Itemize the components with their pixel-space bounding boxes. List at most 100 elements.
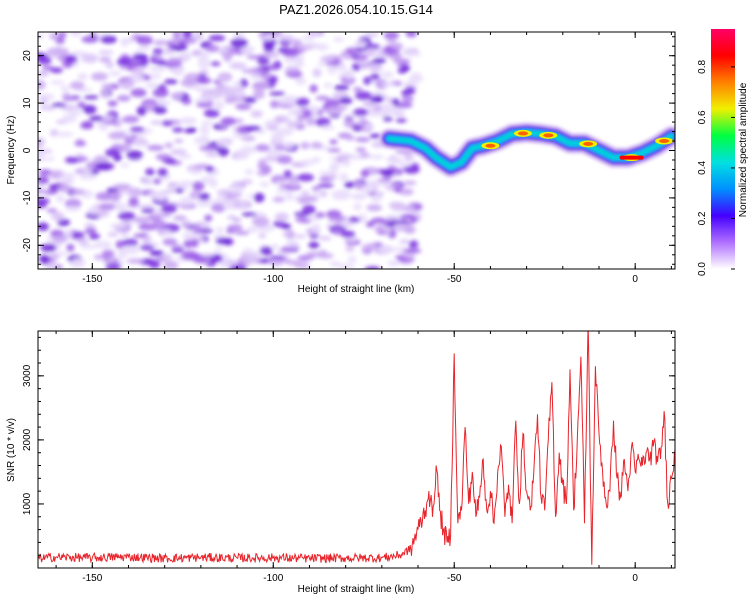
noise-blob <box>90 72 109 81</box>
noise-blob <box>259 246 273 256</box>
noise-blob <box>126 190 137 197</box>
noise-blob <box>150 120 163 125</box>
spectrogram-y-tick-label: 20 <box>22 50 33 62</box>
noise-blob <box>46 52 63 57</box>
snr-x-tick-label: -100 <box>263 573 283 584</box>
noise-blob <box>209 61 221 66</box>
noise-blob <box>71 257 86 268</box>
noise-blob <box>309 84 318 93</box>
noise-blob <box>232 217 242 223</box>
colorbar-axis: 0.0 0.2 0.4 0.6 0.8 <box>697 60 735 276</box>
noise-blob-layer <box>38 32 424 269</box>
noise-blob <box>385 222 396 228</box>
noise-blob <box>408 240 419 249</box>
noise-blob <box>308 241 320 249</box>
noise-blob <box>47 261 58 269</box>
noise-blob <box>329 261 341 267</box>
noise-blob <box>179 196 194 206</box>
noise-blob <box>285 259 300 266</box>
noise-blob <box>246 226 259 233</box>
noise-blob <box>95 210 108 217</box>
noise-blob <box>81 35 99 44</box>
noise-blob <box>361 243 377 250</box>
noise-blob <box>148 73 162 80</box>
noise-blob <box>204 214 213 222</box>
noise-blob <box>229 264 247 269</box>
spectrogram-x-tick-label: -150 <box>82 274 102 285</box>
snr-x-tick-label: -50 <box>447 573 462 584</box>
noise-blob <box>306 251 321 258</box>
noise-blob <box>287 108 304 117</box>
noise-blob <box>194 97 211 103</box>
noise-blob <box>333 216 348 221</box>
colorbar-tick-label: 0.8 <box>697 60 708 74</box>
noise-blob <box>315 212 326 218</box>
noise-blob <box>215 227 225 233</box>
noise-blob <box>234 230 250 236</box>
noise-blob <box>155 257 166 262</box>
noise-blob <box>239 45 255 54</box>
spectrogram-y-tick-label: 0 <box>22 147 33 153</box>
noise-blob <box>327 147 342 153</box>
noise-blob <box>57 32 67 38</box>
noise-blob <box>397 204 415 211</box>
noise-blob <box>271 32 283 38</box>
noise-blob <box>392 42 404 51</box>
snr-x-label: Height of straight line (km) <box>298 584 415 595</box>
noise-blob <box>348 216 361 223</box>
noise-blob <box>107 100 118 107</box>
noise-blob <box>294 58 305 68</box>
noise-blob <box>180 78 197 87</box>
noise-blob <box>230 38 248 48</box>
noise-blob <box>182 32 193 39</box>
noise-blob <box>367 154 385 160</box>
noise-blob <box>362 101 376 106</box>
noise-blob <box>312 156 321 163</box>
noise-blob <box>332 195 350 200</box>
noise-blob <box>264 33 274 41</box>
noise-blob <box>70 188 86 196</box>
noise-blob <box>382 116 393 122</box>
noise-blob <box>272 220 286 228</box>
noise-blob <box>274 212 289 222</box>
noise-blob <box>341 159 351 167</box>
noise-blob <box>120 162 130 168</box>
noise-blob <box>95 192 113 201</box>
noise-blob <box>116 94 131 102</box>
noise-blob <box>164 79 178 85</box>
noise-blob <box>196 76 212 85</box>
noise-blob <box>397 101 414 109</box>
noise-blob <box>216 189 231 196</box>
noise-blob <box>152 219 167 229</box>
noise-blob <box>392 52 403 62</box>
noise-blob <box>83 95 99 100</box>
noise-blob <box>172 32 182 39</box>
noise-blob <box>376 230 388 235</box>
noise-blob <box>149 66 167 73</box>
noise-blob <box>108 70 122 77</box>
noise-blob <box>192 181 205 192</box>
noise-blob <box>130 74 145 84</box>
noise-blob <box>157 168 168 177</box>
noise-blob <box>351 192 367 199</box>
noise-blob <box>403 165 420 174</box>
noise-blob <box>242 254 258 265</box>
noise-blob <box>222 52 233 62</box>
noise-blob <box>182 231 196 240</box>
noise-blob <box>360 169 370 178</box>
noise-blob <box>201 120 214 126</box>
noise-blob <box>318 170 335 176</box>
snr-x-tick-label: 0 <box>632 573 638 584</box>
noise-blob <box>62 113 77 124</box>
noise-blob <box>105 262 122 269</box>
spectrogram-y-tick-label: -20 <box>22 238 33 253</box>
noise-blob <box>180 222 193 228</box>
noise-blob <box>38 55 52 65</box>
noise-blob <box>196 197 212 208</box>
spectrogram-y-axis: -20 -10 0 10 20 <box>22 36 675 265</box>
noise-blob <box>311 186 321 192</box>
colorbar-tick-label: 0.2 <box>697 211 708 225</box>
noise-blob <box>351 63 361 72</box>
noise-blob <box>89 115 106 122</box>
